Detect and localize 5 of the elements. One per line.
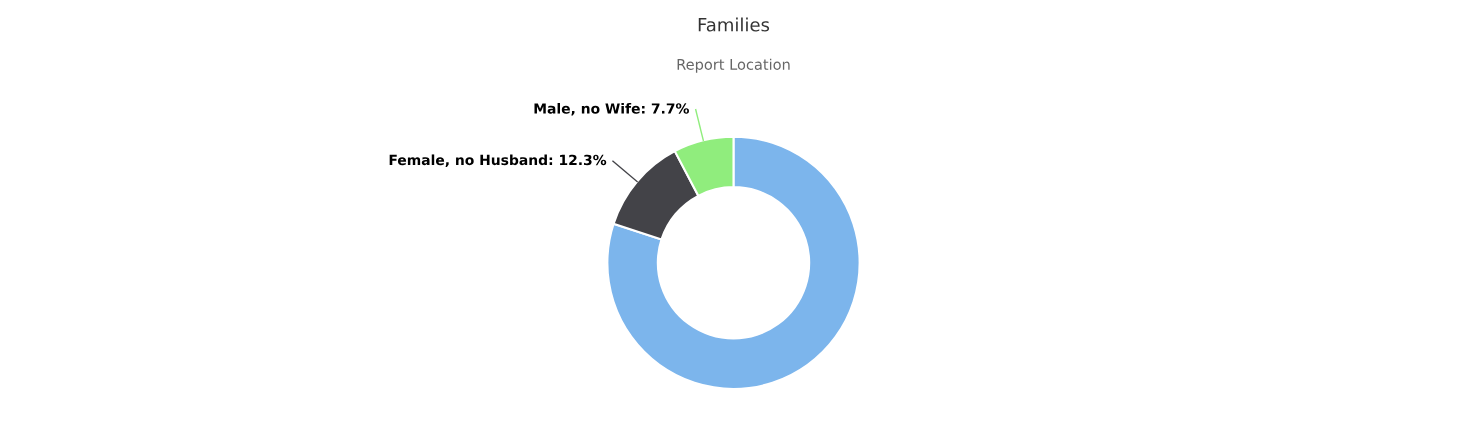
slice-label: Female, no Husband: 12.3% [389, 154, 607, 167]
slice-label: Male, no Wife: 7.7% [534, 102, 689, 116]
chart-title: Families [698, 17, 770, 32]
donut-slice [606, 135, 861, 390]
chart-subtitle: Report Location [677, 58, 790, 73]
